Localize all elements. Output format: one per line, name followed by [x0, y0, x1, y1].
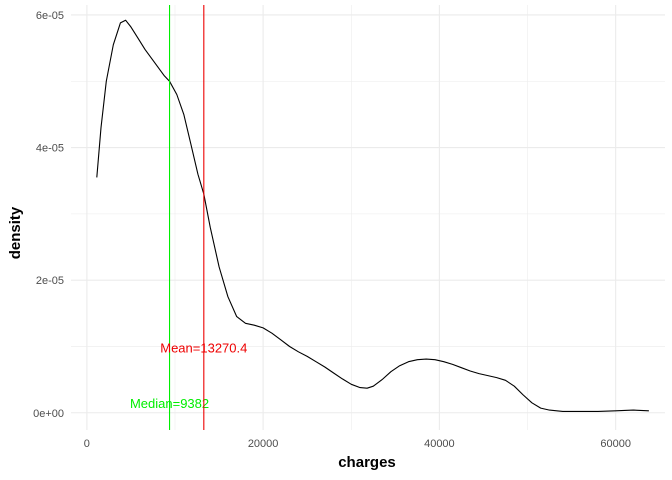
x-tick-label: 20000	[248, 438, 279, 450]
x-tick-label: 0	[84, 438, 90, 450]
grid-major	[71, 5, 665, 430]
y-axis-title: density	[7, 206, 24, 259]
x-tick-labels: 0 20000 40000 60000	[84, 438, 631, 450]
reference-line-label: Mean=13270.4	[160, 340, 247, 355]
y-tick-label: 6e-05	[36, 10, 64, 22]
reference-lines: Median=9382 Mean=13270.4	[130, 5, 247, 430]
x-tick-label: 60000	[600, 438, 631, 450]
y-tick-label: 2e-05	[36, 275, 64, 287]
y-tick-label: 0e+00	[33, 408, 64, 420]
series-layer	[96, 19, 649, 412]
density-curve	[96, 19, 649, 412]
y-tick-labels: 0e+00 2e-05 4e-05 6e-05	[33, 10, 64, 420]
grid-minor	[71, 5, 665, 430]
y-tick-label: 4e-05	[36, 143, 64, 155]
x-axis-title: charges	[338, 454, 396, 471]
reference-line-label: Median=9382	[130, 396, 209, 411]
x-tick-label: 40000	[424, 438, 455, 450]
